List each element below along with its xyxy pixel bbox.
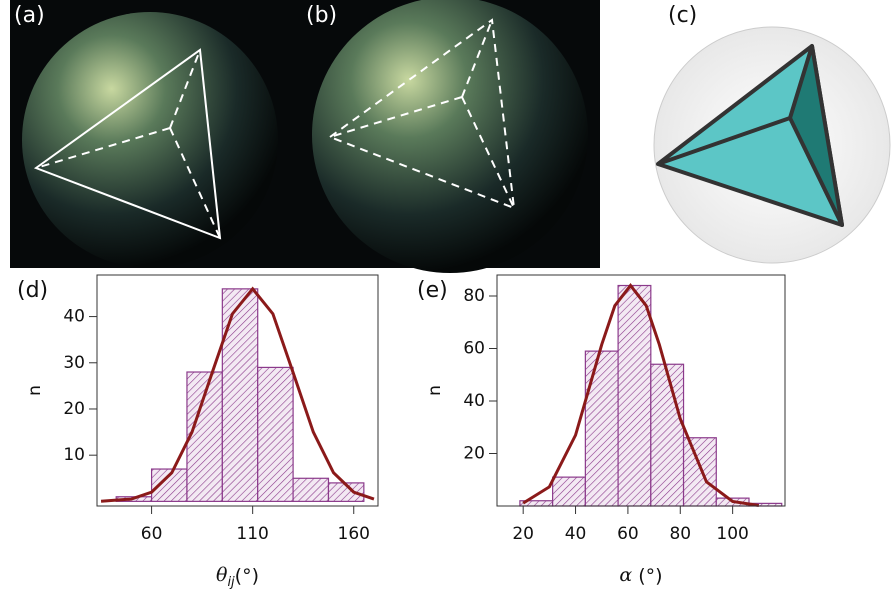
x-axis-label: θij(°)	[216, 564, 259, 590]
y-tick-label: 60	[463, 339, 485, 359]
y-tick-label: 80	[463, 286, 485, 306]
bar	[682, 437, 717, 507]
y-axis-label: n	[425, 385, 445, 396]
tetra-b	[327, 18, 516, 210]
x-tick-label: 20	[512, 524, 534, 544]
y-axis-label: n	[25, 385, 45, 396]
fit-curve	[522, 283, 760, 507]
panel-label: (d)	[17, 278, 48, 303]
tetra-a	[33, 48, 222, 240]
x-label-symbol: θ	[216, 564, 228, 586]
droplet-a	[22, 12, 278, 268]
fit-curve	[100, 286, 375, 503]
panel-label: (a)	[14, 3, 45, 28]
y-tick-label: 10	[63, 445, 85, 465]
x-label-subscript: ij	[227, 575, 235, 590]
x-label-symbol: α	[619, 564, 632, 586]
panel-label: (c)	[668, 3, 697, 28]
x-tick-label: 40	[565, 524, 587, 544]
x-tick-label: 80	[669, 524, 691, 544]
tetra-c	[656, 44, 844, 227]
x-label-unit: (°)	[235, 565, 259, 587]
bar	[650, 363, 685, 507]
bar	[292, 477, 330, 502]
y-tick-label: 40	[463, 391, 485, 411]
plot-frame	[496, 274, 786, 507]
y-tick-label: 20	[463, 444, 485, 464]
y-tick-label: 40	[63, 307, 85, 327]
x-tick-label: 60	[141, 524, 163, 544]
x-tick-label: 160	[338, 524, 370, 544]
x-tick-label: 100	[716, 524, 748, 544]
bar	[584, 350, 619, 507]
panel-label: (e)	[417, 278, 448, 303]
droplet-b	[312, 0, 588, 273]
bar	[617, 284, 652, 507]
x-label-unit: (°)	[632, 565, 662, 587]
bar	[221, 288, 259, 502]
y-tick-label: 20	[63, 399, 85, 419]
x-axis-label: α (°)	[619, 564, 662, 587]
y-tick-label: 30	[63, 353, 85, 373]
bar	[552, 476, 586, 507]
panel-label: (b)	[306, 3, 337, 28]
bar	[257, 366, 294, 502]
x-tick-label: 110	[236, 524, 268, 544]
plot-frame	[96, 274, 379, 507]
x-tick-label: 60	[617, 524, 639, 544]
